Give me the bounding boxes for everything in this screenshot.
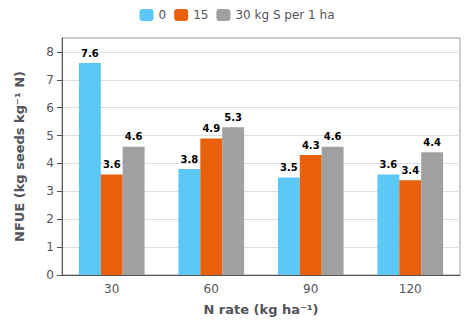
- svg-text:4.9: 4.9: [202, 123, 220, 134]
- svg-text:3: 3: [46, 184, 54, 198]
- svg-text:1: 1: [46, 240, 54, 254]
- svg-text:3.8: 3.8: [181, 154, 199, 165]
- svg-text:4: 4: [46, 156, 54, 170]
- svg-text:N rate (kg ha⁻¹): N rate (kg ha⁻¹): [203, 302, 318, 317]
- svg-text:120: 120: [399, 282, 422, 296]
- svg-text:15: 15: [193, 8, 208, 22]
- svg-text:6: 6: [46, 101, 54, 115]
- svg-text:NFUE (kg seeds kg⁻¹ N): NFUE (kg seeds kg⁻¹ N): [12, 71, 27, 242]
- svg-text:7: 7: [46, 73, 54, 87]
- svg-text:5: 5: [46, 129, 54, 143]
- svg-text:4.6: 4.6: [324, 131, 342, 142]
- svg-text:2: 2: [46, 212, 54, 226]
- svg-text:3.4: 3.4: [401, 165, 419, 176]
- svg-text:0: 0: [159, 8, 167, 22]
- svg-text:3.6: 3.6: [103, 159, 121, 170]
- svg-text:5.3: 5.3: [224, 112, 242, 123]
- svg-text:4.3: 4.3: [302, 140, 320, 151]
- svg-text:90: 90: [303, 282, 318, 296]
- svg-text:3.5: 3.5: [280, 162, 298, 173]
- svg-text:3.6: 3.6: [380, 159, 398, 170]
- svg-text:4.4: 4.4: [423, 137, 441, 148]
- svg-text:0: 0: [46, 268, 54, 282]
- svg-text:30 kg S per 1 ha: 30 kg S per 1 ha: [235, 8, 334, 22]
- svg-text:8: 8: [46, 45, 54, 59]
- svg-text:7.6: 7.6: [81, 48, 99, 59]
- svg-text:4.6: 4.6: [125, 131, 143, 142]
- svg-text:60: 60: [204, 282, 219, 296]
- svg-text:30: 30: [104, 282, 119, 296]
